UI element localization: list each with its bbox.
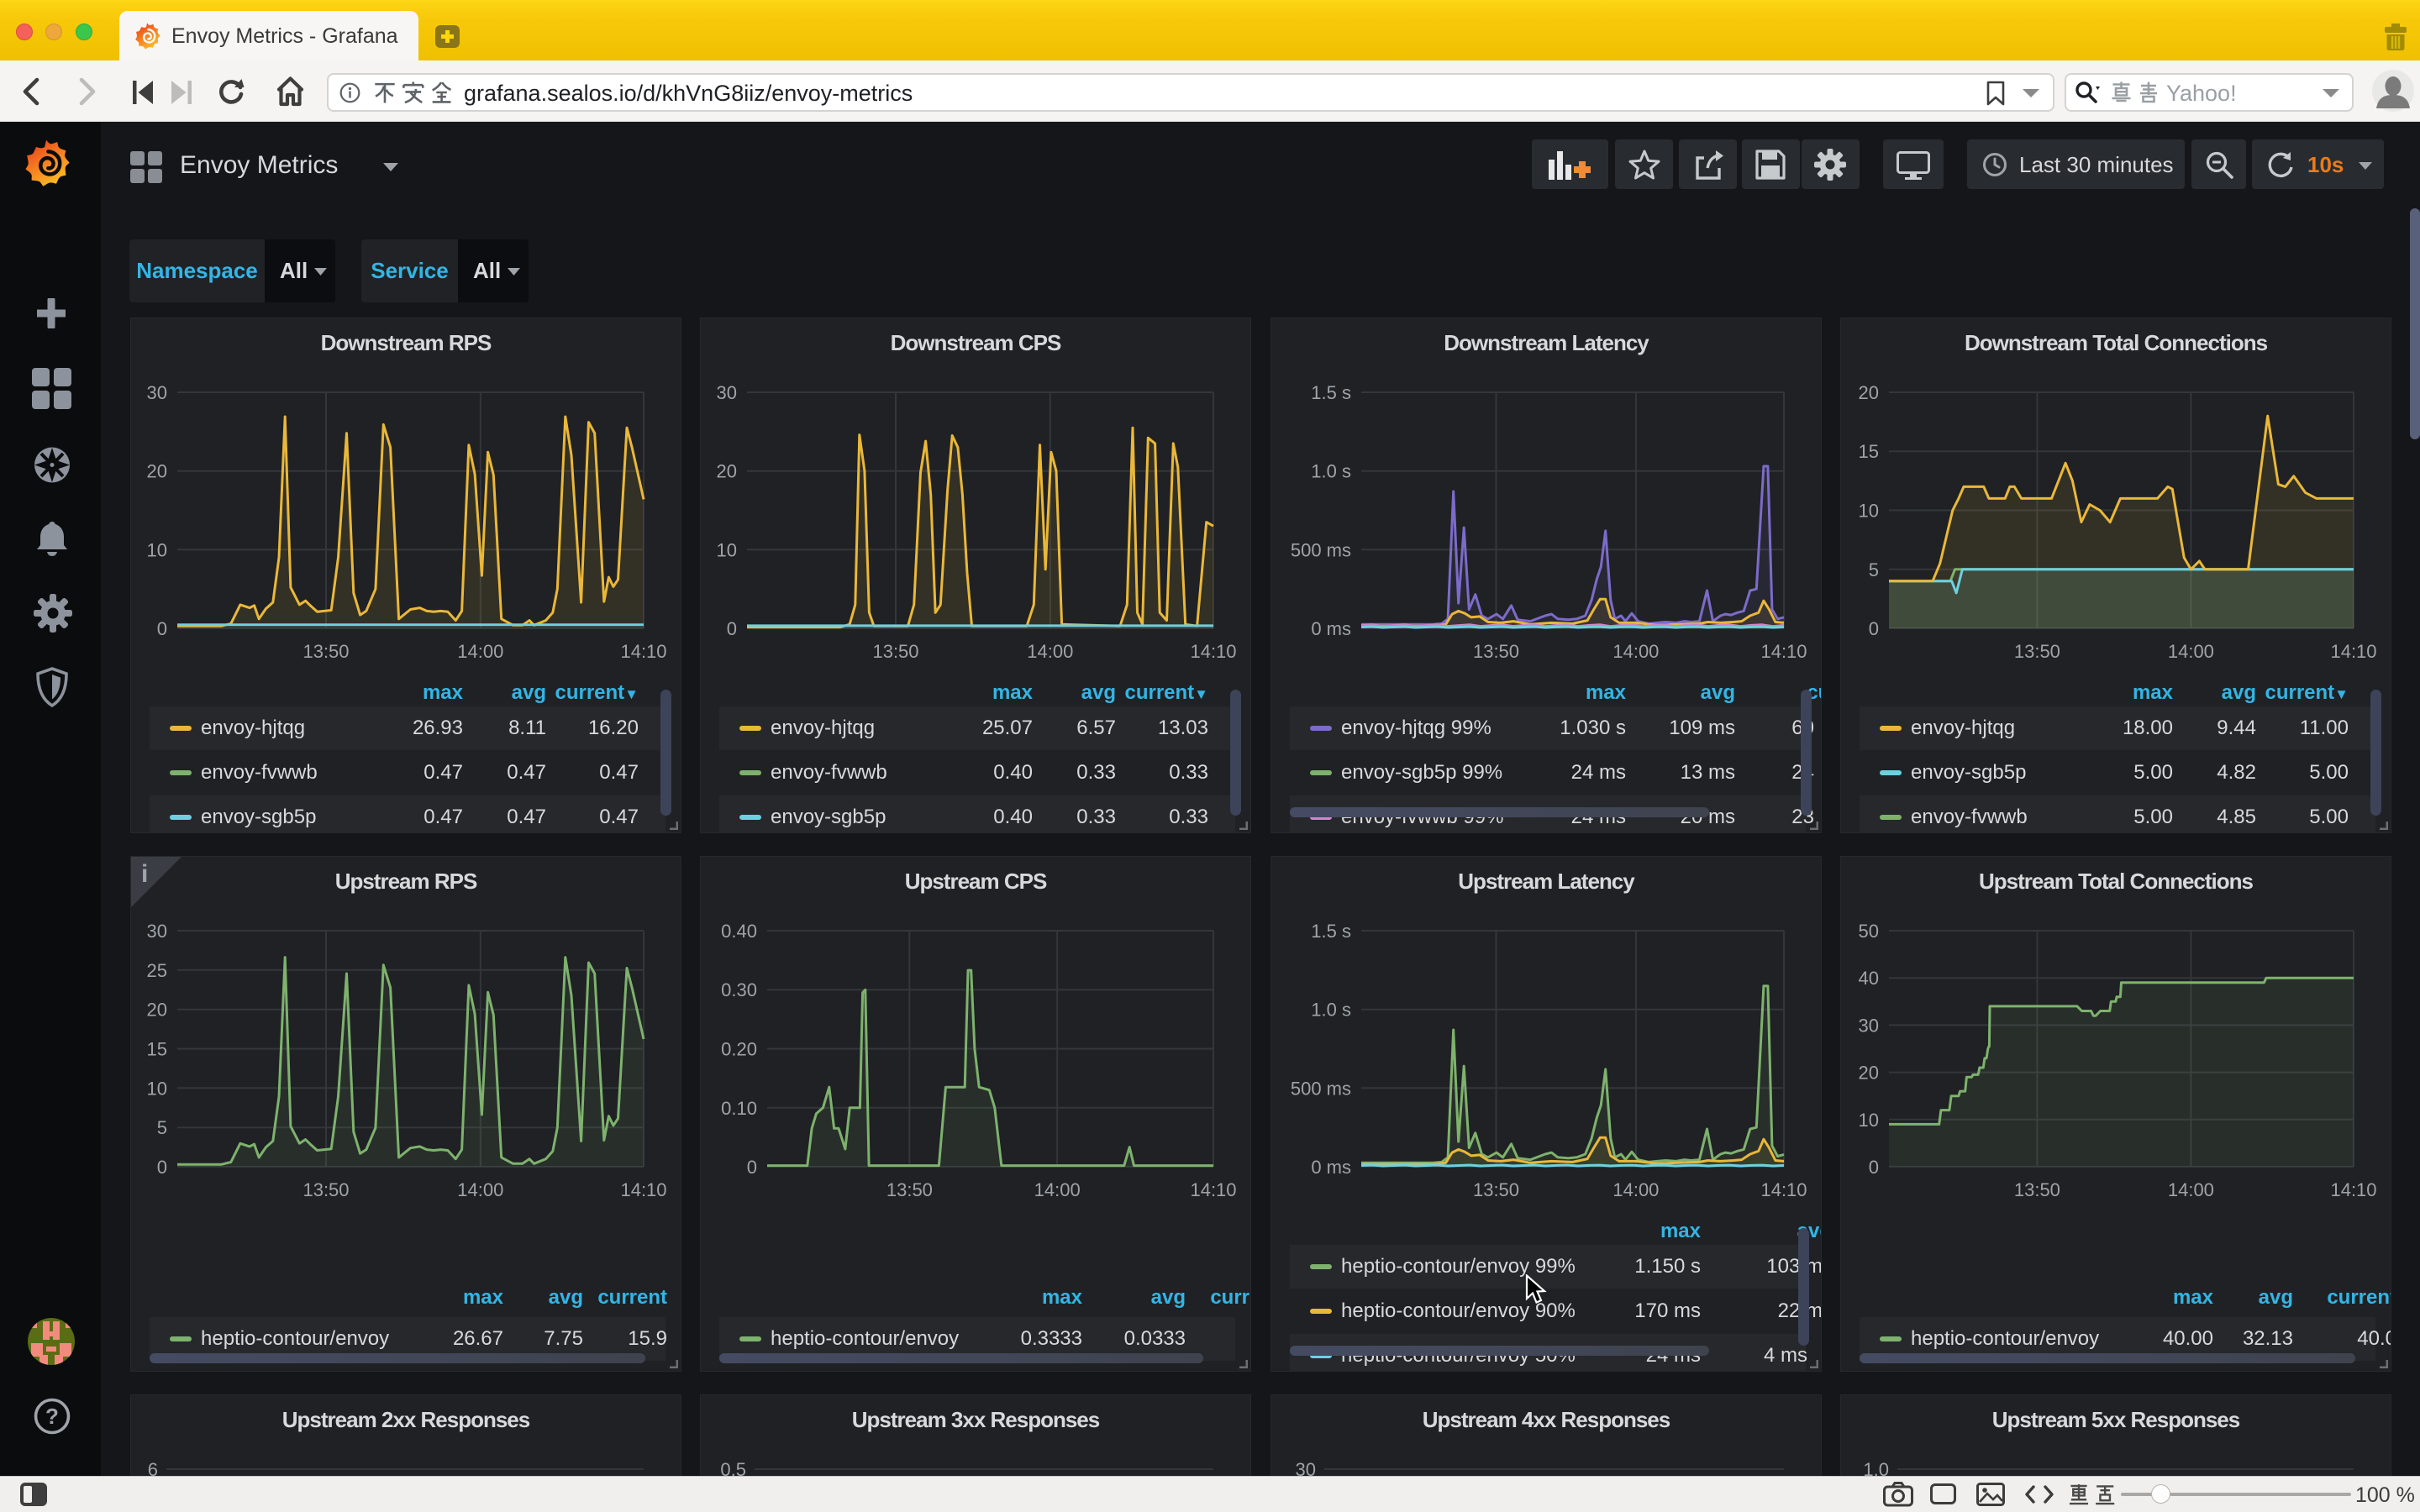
svg-text:25: 25 bbox=[147, 960, 167, 981]
svg-text:14:10: 14:10 bbox=[620, 1179, 666, 1200]
svg-text:30: 30 bbox=[147, 382, 167, 403]
svg-text:15: 15 bbox=[147, 1039, 167, 1060]
svg-text:13:50: 13:50 bbox=[872, 641, 918, 662]
svg-text:14:10: 14:10 bbox=[1190, 1179, 1236, 1200]
svg-text:14:00: 14:00 bbox=[2168, 1179, 2214, 1200]
svg-text:0: 0 bbox=[1869, 618, 1879, 639]
svg-text:13:50: 13:50 bbox=[1473, 1179, 1519, 1200]
svg-text:14:10: 14:10 bbox=[2330, 1179, 2376, 1200]
svg-text:10: 10 bbox=[1859, 501, 1879, 522]
svg-text:5: 5 bbox=[1869, 559, 1879, 580]
svg-text:0.20: 0.20 bbox=[721, 1039, 757, 1060]
svg-text:0.40: 0.40 bbox=[721, 921, 757, 942]
svg-text:500 ms: 500 ms bbox=[1291, 539, 1351, 560]
svg-text:1.0 s: 1.0 s bbox=[1311, 1000, 1351, 1021]
svg-text:13:50: 13:50 bbox=[2014, 641, 2060, 662]
svg-text:500 ms: 500 ms bbox=[1291, 1078, 1351, 1099]
svg-text:30: 30 bbox=[1859, 1015, 1879, 1036]
svg-text:0: 0 bbox=[747, 1157, 757, 1178]
svg-text:13:50: 13:50 bbox=[2014, 1179, 2060, 1200]
svg-text:20: 20 bbox=[147, 1000, 167, 1021]
svg-text:i: i bbox=[141, 860, 148, 888]
svg-text:0: 0 bbox=[727, 618, 737, 639]
svg-text:13:50: 13:50 bbox=[1473, 641, 1519, 662]
svg-text:?: ? bbox=[45, 1404, 59, 1429]
svg-text:0.30: 0.30 bbox=[721, 979, 757, 1000]
svg-text:20: 20 bbox=[147, 461, 167, 482]
svg-text:14:00: 14:00 bbox=[1612, 641, 1659, 662]
svg-text:0: 0 bbox=[157, 618, 167, 639]
svg-text:13:50: 13:50 bbox=[302, 641, 349, 662]
svg-text:14:10: 14:10 bbox=[2330, 641, 2376, 662]
svg-text:10: 10 bbox=[147, 1078, 167, 1099]
svg-text:13:50: 13:50 bbox=[302, 1179, 349, 1200]
svg-text:0.10: 0.10 bbox=[721, 1098, 757, 1119]
svg-text:15: 15 bbox=[1859, 441, 1879, 462]
svg-text:1.0 s: 1.0 s bbox=[1311, 461, 1351, 482]
svg-text:20: 20 bbox=[717, 461, 737, 482]
svg-text:20: 20 bbox=[1859, 382, 1879, 403]
svg-text:6: 6 bbox=[148, 1459, 158, 1480]
svg-text:10: 10 bbox=[147, 539, 167, 560]
svg-text:14:10: 14:10 bbox=[1760, 1179, 1807, 1200]
svg-text:14:00: 14:00 bbox=[457, 1179, 503, 1200]
svg-text:14:00: 14:00 bbox=[457, 641, 503, 662]
svg-text:10: 10 bbox=[717, 539, 737, 560]
svg-text:1.5 s: 1.5 s bbox=[1311, 921, 1351, 942]
svg-text:14:00: 14:00 bbox=[1612, 1179, 1659, 1200]
svg-text:14:10: 14:10 bbox=[1760, 641, 1807, 662]
svg-text:13:50: 13:50 bbox=[886, 1179, 933, 1200]
svg-text:30: 30 bbox=[147, 921, 167, 942]
svg-text:50: 50 bbox=[1859, 921, 1879, 942]
svg-text:0 ms: 0 ms bbox=[1311, 618, 1351, 639]
svg-text:1.5 s: 1.5 s bbox=[1311, 382, 1351, 403]
svg-text:30: 30 bbox=[717, 382, 737, 403]
svg-text:14:00: 14:00 bbox=[1027, 641, 1073, 662]
svg-text:0: 0 bbox=[1869, 1157, 1879, 1178]
svg-text:14:10: 14:10 bbox=[1190, 641, 1236, 662]
svg-text:0: 0 bbox=[157, 1157, 167, 1178]
svg-text:40: 40 bbox=[1859, 968, 1879, 989]
svg-text:10: 10 bbox=[1859, 1110, 1879, 1131]
svg-text:14:00: 14:00 bbox=[1034, 1179, 1081, 1200]
svg-text:20: 20 bbox=[1859, 1063, 1879, 1084]
svg-text:0 ms: 0 ms bbox=[1311, 1157, 1351, 1178]
svg-text:14:00: 14:00 bbox=[2168, 641, 2214, 662]
svg-text:14:10: 14:10 bbox=[620, 641, 666, 662]
svg-text:5: 5 bbox=[157, 1117, 167, 1138]
